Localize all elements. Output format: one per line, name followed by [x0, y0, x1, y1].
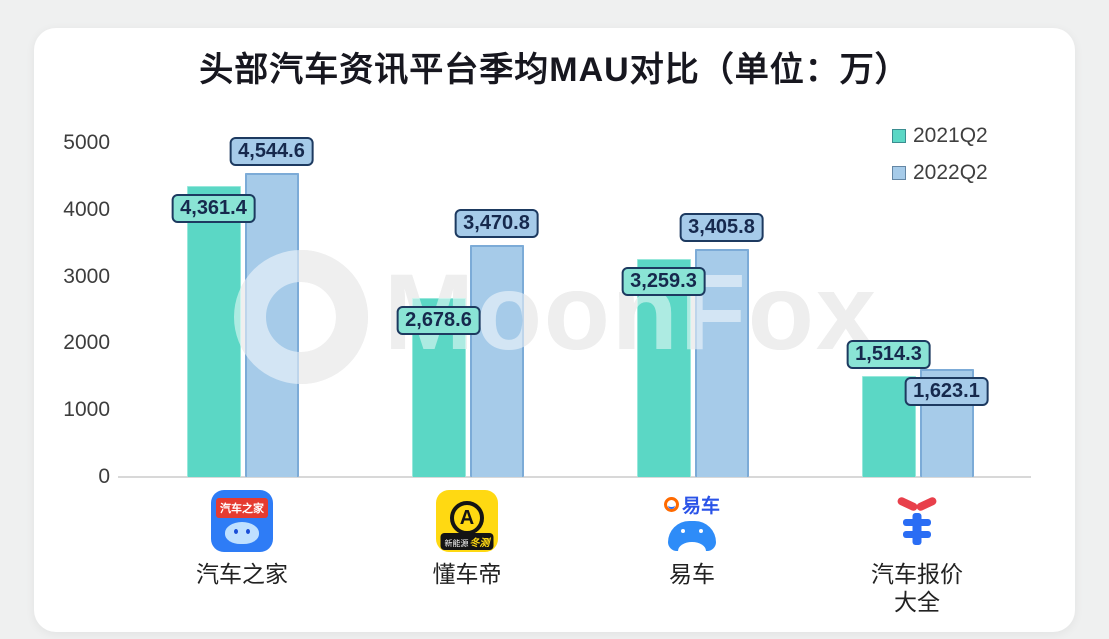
legend: 2021Q2 2022Q2 [892, 124, 988, 185]
y-tick-label: 1000 [63, 398, 110, 422]
y-tick-label: 2000 [63, 331, 110, 355]
data-label-2022Q2-易车: 3,405.8 [679, 213, 764, 242]
legend-swatch-icon [892, 166, 906, 180]
bar-2021Q2-汽车之家 [186, 186, 241, 477]
carprice-logo-icon [886, 490, 948, 552]
category-autohome: 汽车之家 汽车之家 [172, 490, 312, 589]
dongchedi-app-icon: A 新能源 冬测 [436, 490, 498, 552]
yiche-logo: 易车 [661, 490, 723, 552]
y-tick-label: 0 [98, 465, 110, 488]
yiche-wordmark: 易车 [663, 491, 720, 518]
data-label-2021Q2-汽车报价大全: 1,514.3 [846, 340, 931, 369]
autohome-mascot-icon [225, 522, 259, 544]
plot-area: 4,361.4 4,544.6 2,678.6 3,470.8 3,259.3 3,405… [130, 137, 1030, 477]
carprice-red-arcs-icon [898, 497, 936, 512]
yiche-shark-mascot-icon [668, 521, 716, 551]
yiche-smiley-icon [663, 497, 679, 512]
category-carprice: 汽车报价大全 [847, 490, 987, 616]
legend-swatch-icon [892, 129, 906, 143]
autohome-app-icon: 汽车之家 [211, 490, 273, 552]
chart-card: MoonFox 头部汽车资讯平台季均MAU对比（单位：万） 2021Q2 2022… [34, 28, 1075, 632]
category-dongchedi: A 新能源 冬测 懂车帝 [397, 490, 537, 589]
category-label: 懂车帝 [432, 561, 502, 587]
badge-prefix: 新能源 [444, 539, 469, 548]
legend-label: 2021Q2 [913, 124, 988, 147]
y-tick-label: 4000 [63, 197, 110, 221]
data-label-2021Q2-汽车之家: 4,361.4 [171, 194, 256, 223]
category-yiche: 易车 易车 [622, 490, 762, 589]
category-label: 易车 [669, 561, 715, 587]
dongchedi-a-logo-icon: A [450, 501, 484, 535]
yen-bar [903, 519, 931, 526]
category-label: 汽车报价大全 [871, 561, 963, 615]
legend-label: 2022Q2 [913, 161, 988, 184]
carprice-yen-icon [900, 513, 934, 545]
dongchedi-badge: 新能源 冬测 [440, 533, 494, 550]
legend-item-2022Q2: 2022Q2 [892, 161, 988, 185]
y-tick-label: 5000 [63, 131, 110, 154]
data-label-2022Q2-汽车报价大全: 1,623.1 [904, 377, 989, 406]
yen-bar [903, 531, 931, 538]
data-label-2021Q2-懂车帝: 2,678.6 [396, 306, 481, 335]
legend-item-2021Q2: 2021Q2 [892, 124, 988, 148]
data-label-2021Q2-易车: 3,259.3 [621, 267, 706, 296]
x-axis-line [118, 476, 1031, 478]
data-label-2022Q2-汽车之家: 4,544.6 [229, 137, 314, 166]
bar-2022Q2-易车 [694, 249, 749, 477]
category-label: 汽车之家 [196, 561, 288, 587]
chart-title: 头部汽车资讯平台季均MAU对比（单位：万） [199, 51, 910, 89]
y-tick-label: 3000 [63, 264, 110, 288]
data-label-2022Q2-懂车帝: 3,470.8 [454, 209, 539, 238]
autohome-wordmark: 汽车之家 [216, 498, 268, 518]
yiche-text: 易车 [681, 496, 720, 517]
bar-2022Q2-懂车帝 [469, 245, 524, 477]
badge-suffix: 冬测 [469, 538, 490, 549]
